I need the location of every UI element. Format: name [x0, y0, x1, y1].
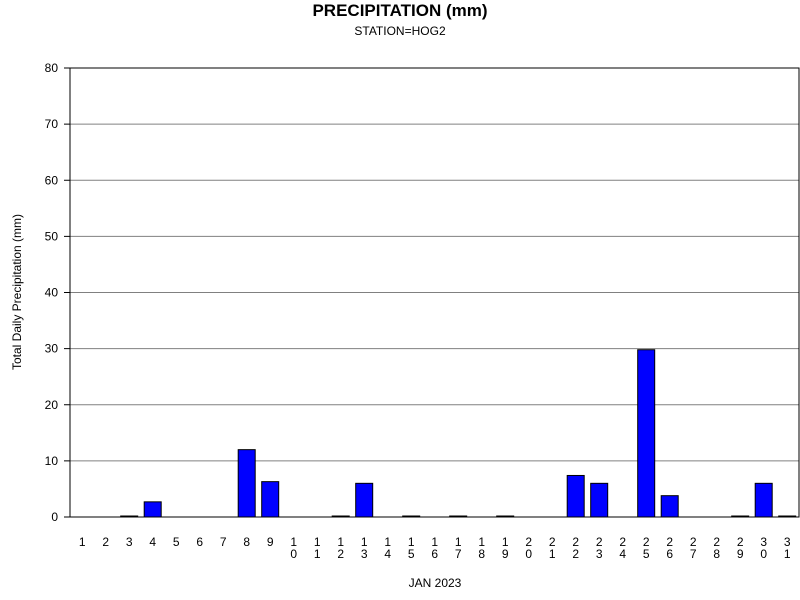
x-tick-label: 1 [361, 535, 368, 549]
x-tick-label: 4 [619, 547, 626, 561]
chart-subtitle: STATION=HOG2 [354, 24, 446, 38]
bar-day-30 [754, 482, 773, 518]
x-tick-label: 8 [478, 547, 485, 561]
x-tick-label: 3 [596, 547, 603, 561]
x-tick-label: 1 [384, 535, 391, 549]
bar-day-25 [637, 349, 656, 518]
x-tick-label: 2 [690, 535, 697, 549]
bar-day-4 [143, 501, 162, 518]
bar-day-9 [261, 481, 280, 518]
bars [120, 349, 797, 518]
x-tick-label: 7 [690, 547, 697, 561]
x-tick-label: 2 [643, 535, 650, 549]
x-tick-label: 5 [408, 547, 415, 561]
y-tick-label: 50 [45, 229, 59, 243]
x-tick-label: 1 [290, 535, 297, 549]
bar-day-23 [590, 482, 609, 518]
x-tick-label: 6 [196, 535, 203, 549]
x-tick-label: 1 [79, 535, 86, 549]
x-tick-label: 3 [784, 535, 791, 549]
x-tick-label: 2 [549, 535, 556, 549]
x-tick-label: 9 [737, 547, 744, 561]
grid-lines [70, 67, 799, 462]
x-tick-label: 8 [243, 535, 250, 549]
axes [64, 67, 800, 518]
x-tick-label: 6 [666, 547, 673, 561]
y-tick-label: 10 [45, 454, 59, 468]
x-tick-label: 2 [666, 535, 673, 549]
x-tick-label: 7 [455, 547, 462, 561]
y-tick-label: 20 [45, 398, 59, 412]
y-tick-label: 30 [45, 342, 59, 356]
bar-day-8 [237, 449, 256, 518]
x-tick-label: 0 [290, 547, 297, 561]
x-tick-label: 5 [173, 535, 180, 549]
bar-day-13 [355, 482, 374, 518]
y-tick-label: 60 [45, 173, 59, 187]
bar-day-26 [660, 495, 679, 518]
x-tick-label: 1 [549, 547, 556, 561]
x-axis-label: JAN 2023 [408, 576, 462, 590]
x-tick-label: 2 [102, 535, 109, 549]
x-tick-label: 0 [525, 547, 532, 561]
x-tick-label: 1 [478, 535, 485, 549]
x-tick-label: 1 [431, 535, 438, 549]
x-tick-label: 1 [502, 535, 509, 549]
x-tick-label: 2 [572, 547, 579, 561]
x-tick-label: 3 [126, 535, 133, 549]
y-tick-label: 0 [51, 510, 58, 524]
chart-title: PRECIPITATION (mm) [312, 1, 488, 20]
x-tick-label: 1 [314, 547, 321, 561]
x-tick-label: 0 [760, 547, 767, 561]
x-tick-label: 4 [384, 547, 391, 561]
x-tick-label: 2 [619, 535, 626, 549]
bar-day-22 [566, 474, 585, 518]
x-tick-label: 2 [713, 535, 720, 549]
x-tick-label: 7 [220, 535, 227, 549]
y-tick-label: 70 [45, 117, 59, 131]
y-tick-label: 80 [45, 61, 59, 75]
x-tick-label: 3 [361, 547, 368, 561]
x-tick-label: 4 [149, 535, 156, 549]
x-tick-label: 6 [431, 547, 438, 561]
x-tick-label: 1 [784, 547, 791, 561]
x-tick-label: 1 [337, 535, 344, 549]
x-tick-label: 9 [502, 547, 509, 561]
x-tick-label: 9 [267, 535, 274, 549]
x-tick-label: 1 [314, 535, 321, 549]
x-tick-label: 1 [455, 535, 462, 549]
y-tick-label: 40 [45, 286, 59, 300]
x-tick-label: 2 [337, 547, 344, 561]
x-tick-label: 5 [643, 547, 650, 561]
x-tick-label: 2 [572, 535, 579, 549]
x-tick-label: 2 [525, 535, 532, 549]
x-tick-label: 8 [713, 547, 720, 561]
x-tick-label: 2 [737, 535, 744, 549]
x-tick-label: 3 [760, 535, 767, 549]
x-tick-label: 1 [408, 535, 415, 549]
x-tick-label: 2 [596, 535, 603, 549]
